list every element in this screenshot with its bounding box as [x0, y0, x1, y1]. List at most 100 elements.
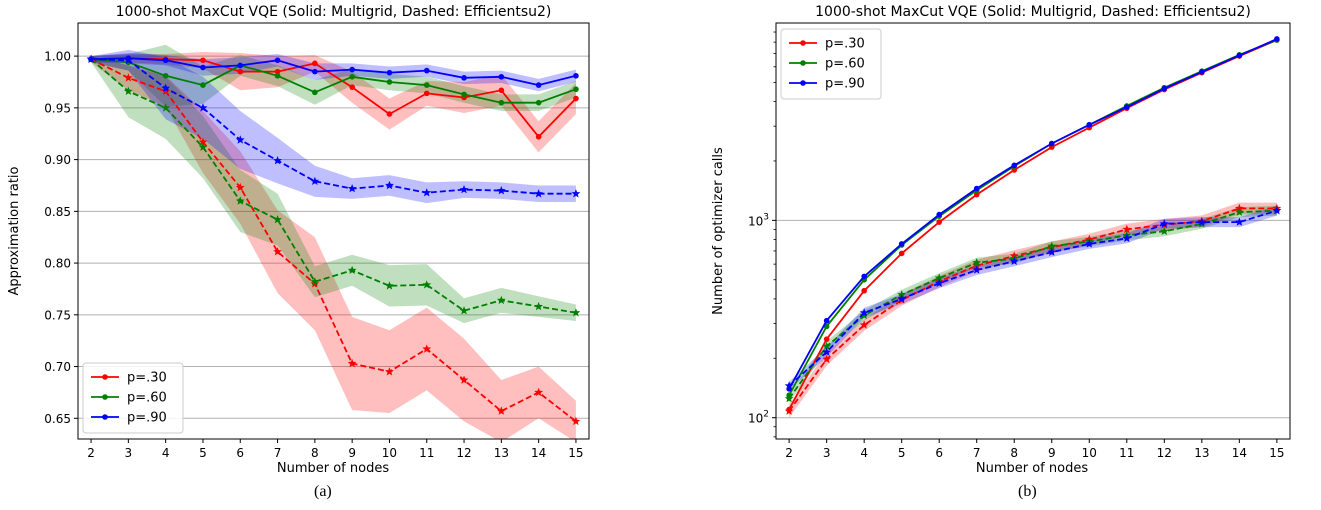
data-point	[898, 250, 905, 257]
data-point	[312, 68, 318, 75]
y-tick-label: 102	[748, 410, 769, 426]
plot-area	[784, 36, 1282, 418]
data-point	[936, 219, 943, 225]
x-tick-label: 10	[382, 446, 397, 460]
legend-label: p=.90	[127, 411, 167, 426]
data-point	[1011, 162, 1018, 169]
data-point	[274, 68, 281, 75]
confidence-band	[789, 205, 1277, 390]
data-point	[1047, 247, 1057, 256]
x-axis-label: Number of nodes	[277, 461, 389, 476]
legend: p=.30 p=.60 p=.90	[82, 362, 184, 434]
series-line	[91, 57, 577, 139]
legend-label: p=.30	[825, 37, 865, 52]
legend: p=.30 p=.60 p=.90	[780, 28, 882, 100]
data-point	[124, 86, 133, 95]
data-point	[347, 184, 357, 193]
data-point	[162, 57, 169, 64]
data-point	[1122, 233, 1132, 243]
data-point	[1122, 224, 1132, 234]
data-point	[274, 57, 281, 64]
series-line	[90, 58, 577, 314]
data-point	[1048, 140, 1055, 147]
x-tick-label: 15	[1269, 446, 1284, 460]
data-point	[973, 185, 980, 192]
data-point	[124, 55, 133, 64]
x-tick-label: 7	[274, 446, 282, 460]
data-point	[273, 247, 282, 256]
data-point	[861, 287, 867, 294]
data-point	[347, 265, 357, 274]
data-point	[823, 317, 830, 324]
x-tick-label: 12	[456, 446, 471, 460]
x-tick-label: 15	[568, 446, 583, 460]
x-tick-label: 6	[236, 446, 244, 460]
data-point	[161, 83, 170, 92]
data-point	[534, 189, 543, 198]
data-point	[385, 180, 394, 190]
data-point	[459, 375, 469, 384]
y-tick-label: 0.75	[44, 308, 71, 322]
data-point	[822, 347, 831, 356]
data-point	[498, 74, 505, 80]
data-point	[1161, 85, 1168, 92]
series-line	[788, 209, 1277, 400]
chart-title: 1000-shot MaxCut VQE (Solid: Multigrid, …	[116, 4, 552, 20]
x-tick-label: 11	[1119, 446, 1134, 460]
legend-marker	[800, 60, 806, 66]
series-line	[788, 209, 1278, 387]
data-point	[573, 72, 579, 79]
x-tick-label: 6	[935, 446, 943, 460]
data-point	[897, 290, 907, 299]
data-point	[1159, 226, 1169, 235]
data-point	[897, 294, 907, 303]
data-point	[349, 66, 355, 73]
x-tick-label: 5	[199, 446, 207, 460]
data-point	[497, 406, 506, 415]
data-point	[822, 354, 831, 363]
legend-label: p=.60	[825, 57, 865, 72]
legend-label: p=.60	[127, 391, 167, 406]
legend-label: p=.90	[825, 77, 865, 92]
data-point	[200, 64, 206, 71]
data-point	[124, 73, 133, 82]
data-point	[312, 89, 318, 96]
data-point	[784, 394, 794, 403]
x-tick-label: 3	[823, 446, 831, 460]
legend-marker	[102, 374, 108, 380]
data-point	[273, 215, 282, 224]
data-point	[423, 90, 430, 97]
data-point	[823, 336, 830, 342]
data-point	[861, 273, 867, 280]
data-point	[198, 103, 208, 112]
caption-b: (b)	[1018, 483, 1037, 500]
data-point	[934, 273, 944, 282]
x-tick-label: 14	[1232, 446, 1247, 460]
data-point	[822, 341, 831, 350]
data-point	[535, 82, 542, 88]
data-point	[535, 99, 542, 106]
data-point	[349, 74, 355, 80]
data-point	[161, 103, 170, 112]
series-line	[90, 58, 577, 423]
y-tick-label: 0.65	[44, 412, 71, 426]
data-point	[461, 75, 467, 81]
legend-marker	[102, 394, 108, 400]
legend-label: p=.30	[127, 371, 167, 386]
confidence-band	[91, 44, 576, 112]
legend-marker	[800, 80, 806, 86]
data-point	[784, 406, 794, 415]
data-point	[235, 135, 245, 144]
chart-a: 1000-shot MaxCut VQE (Solid: Multigrid, …	[7, 4, 590, 476]
data-point	[1084, 239, 1094, 248]
data-point	[571, 189, 581, 198]
data-point	[422, 280, 432, 289]
data-point	[1274, 36, 1280, 42]
data-point	[535, 134, 542, 140]
x-tick-label: 14	[531, 446, 546, 460]
chart-b: 1000-shot MaxCut VQE (Solid: Multigrid, …	[711, 4, 1291, 476]
data-point	[162, 72, 169, 79]
data-point	[274, 72, 281, 79]
data-point	[859, 310, 869, 320]
data-point	[200, 82, 206, 88]
